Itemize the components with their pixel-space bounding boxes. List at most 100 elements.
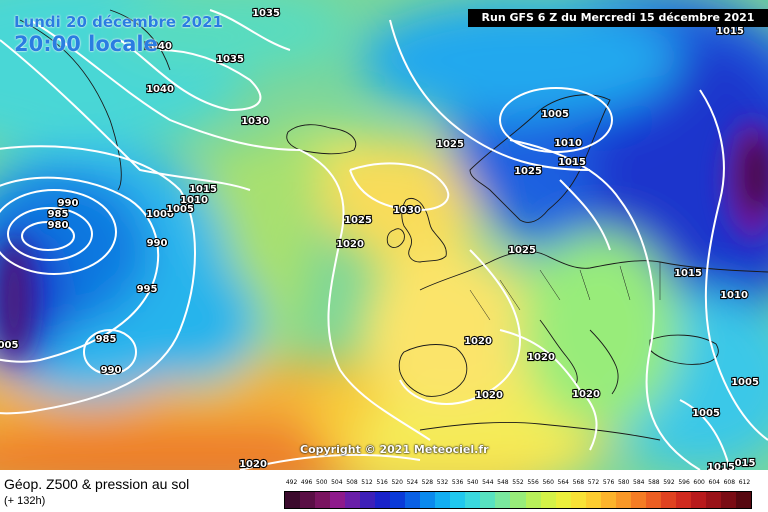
legend-value: 528	[421, 479, 434, 486]
isobar-label: 1030	[241, 116, 269, 127]
legend-value: 560	[542, 479, 554, 486]
weather-map: 1035 1035 1040 1040 1030 1025 990 985 980 1000 100…	[0, 0, 768, 470]
legend-swatch	[330, 492, 346, 508]
legend-swatch	[405, 492, 421, 508]
legend-value: 536	[451, 479, 464, 486]
isobar-label: 1015	[189, 184, 217, 195]
legend-value: 548	[497, 479, 509, 486]
isobar-label: 1015	[558, 157, 586, 168]
isobar-label: 1020	[527, 352, 555, 363]
product-title: Géop. Z500 & pression au sol	[4, 476, 190, 492]
isobar-label: 1040	[146, 84, 174, 95]
legend-value: 608	[723, 479, 736, 486]
legend-swatch	[660, 492, 676, 508]
legend-swatch	[585, 492, 601, 508]
legend-swatch	[345, 492, 361, 508]
legend-swatch	[315, 492, 331, 508]
legend-value: 504	[331, 479, 343, 486]
legend-value: 556	[527, 479, 539, 486]
legend-swatch	[735, 492, 751, 508]
legend-swatch	[495, 492, 511, 508]
isobar-label: 1035	[216, 54, 244, 65]
legend-value: 596	[678, 479, 690, 486]
legend-swatch	[720, 492, 736, 508]
legend-value: 512	[361, 479, 373, 486]
isobar-labels: 1035103510401040103010259909859801000100…	[0, 7, 760, 470]
isobar-label: 1020	[239, 459, 267, 470]
legend-value: 552	[512, 479, 524, 486]
legend-value: 564	[557, 479, 569, 486]
isobar-label: 985	[48, 209, 69, 220]
legend-value: 592	[663, 479, 675, 486]
legend-swatch	[360, 492, 376, 508]
isobar-label: 1020	[475, 390, 503, 401]
isobar-label: 015	[735, 458, 756, 469]
legend-swatch	[675, 492, 691, 508]
legend-bar	[284, 491, 752, 509]
legend-swatch	[450, 492, 466, 508]
legend-value: 572	[587, 479, 600, 486]
map-canvas: 1035103510401040103010259909859801000100…	[0, 0, 768, 470]
legend-swatch	[615, 492, 631, 508]
color-scale-legend: 492 496 500 504 508 512 516 520 524 528 532 536 540 5…	[284, 479, 752, 509]
legend-swatch	[300, 492, 316, 508]
isobar-label: 1000	[146, 209, 174, 220]
legend-swatch	[390, 492, 406, 508]
isobar-label: 1015	[707, 462, 735, 470]
legend-swatch	[540, 492, 556, 508]
isobar-label: 1015	[716, 26, 744, 37]
isobars	[0, 9, 768, 470]
forecast-local-time: 20:00 locale	[14, 32, 158, 56]
legend-value: 524	[406, 479, 419, 486]
isobar-label: 1005	[166, 204, 194, 215]
legend-value: 540	[466, 479, 479, 486]
isobar-label: 1025	[344, 215, 372, 226]
legend-value: 496	[300, 479, 313, 486]
isobar-label: 1020	[572, 389, 600, 400]
isobar-label: 1010	[180, 195, 208, 206]
isobar-label: 1015	[674, 268, 702, 279]
legend-swatch	[435, 492, 451, 508]
geopotential-field	[0, 0, 768, 470]
legend-swatch	[375, 492, 391, 508]
isobar-label: 990	[147, 238, 168, 249]
legend-value: 520	[391, 479, 403, 486]
forecast-lead-time: (+ 132h)	[4, 495, 46, 507]
isobar-label: 1020	[336, 239, 364, 250]
isobar-label: 995	[137, 284, 158, 295]
isobar-label: 980	[48, 220, 69, 231]
legend-swatch	[705, 492, 721, 508]
isobar-label: 1010	[554, 138, 582, 149]
isobar-label: 1010	[720, 290, 748, 301]
legend-swatch	[480, 492, 496, 508]
model-run-label: Run GFS 6 Z du Mercredi 15 décembre 2021	[468, 9, 768, 27]
legend-swatch	[465, 492, 481, 508]
isobar-label: 1040	[144, 41, 172, 52]
isobar-label: 1005	[692, 408, 720, 419]
legend-value: 532	[436, 479, 449, 486]
legend-value: 588	[648, 479, 660, 486]
isobar-label: 985	[96, 334, 117, 345]
legend-swatch	[510, 492, 526, 508]
forecast-date: Lundi 20 décembre 2021	[14, 13, 223, 31]
isobar-label: 990	[101, 365, 122, 376]
legend-swatch	[285, 492, 301, 508]
isobar-label: 1035	[252, 8, 280, 19]
legend-value: 492	[285, 479, 298, 486]
map-footer: Géop. Z500 & pression au sol (+ 132h) 49…	[0, 470, 768, 512]
isobar-label: 990	[58, 198, 79, 209]
isobar-label: 1030	[393, 205, 421, 216]
isobar-label: 005	[0, 340, 18, 351]
isobar-label: 1025	[514, 166, 542, 177]
legend-value: 500	[316, 479, 328, 486]
legend-swatch	[600, 492, 616, 508]
legend-value: 612	[738, 479, 751, 486]
legend-swatch	[555, 492, 571, 508]
isobar-label: 1020	[464, 336, 492, 347]
legend-swatch	[570, 492, 586, 508]
legend-value: 604	[708, 479, 720, 486]
legend-value: 544	[482, 479, 494, 486]
legend-value: 516	[376, 479, 388, 486]
isobar-label: 1005	[541, 109, 569, 120]
legend-value: 584	[633, 479, 645, 486]
